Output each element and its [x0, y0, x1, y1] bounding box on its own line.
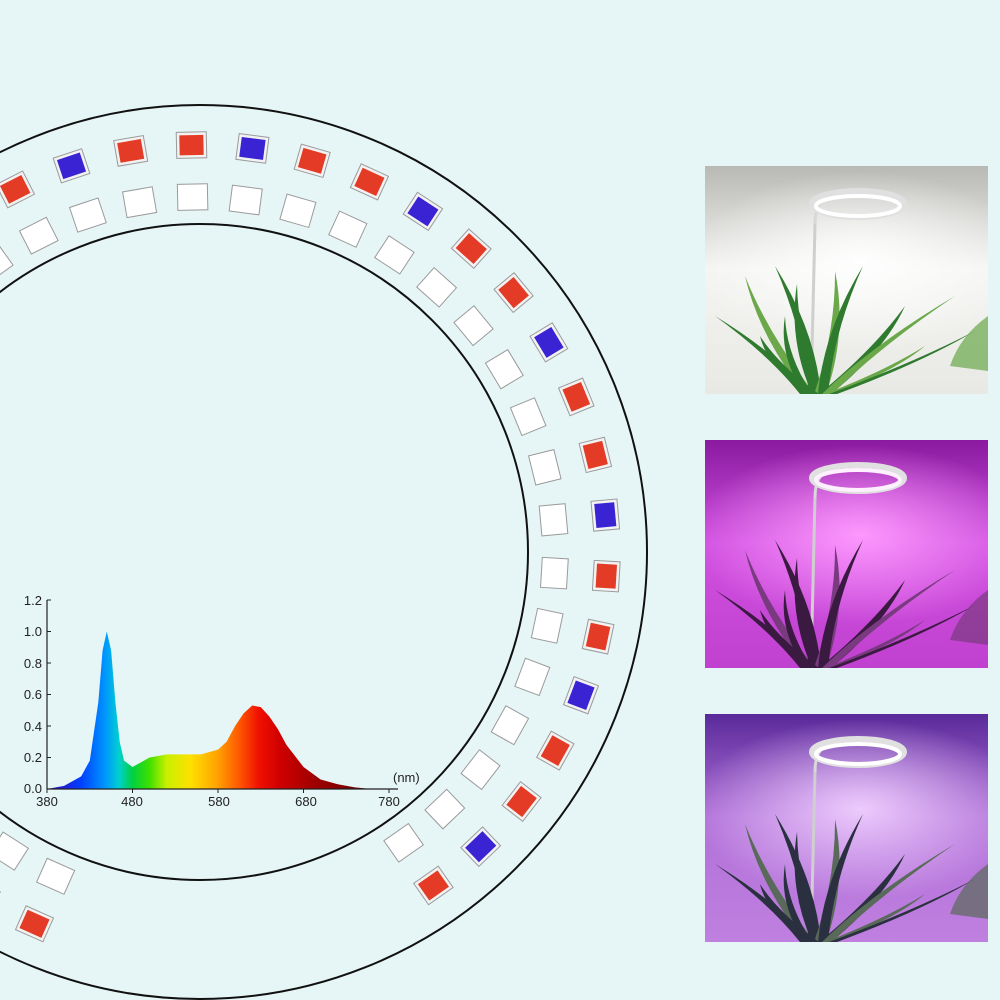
led-chip-red: [557, 377, 595, 417]
y-tick-label-1-2: 1.2: [24, 593, 42, 608]
x-tick-marks: [46, 789, 390, 793]
inner-led-row: [0, 183, 569, 895]
led-chip-red: [581, 618, 615, 655]
led-chip-white: [460, 749, 501, 791]
plant-leaf: [814, 271, 840, 394]
spectrum-curve: [47, 631, 389, 789]
led-chip-white: [68, 197, 107, 233]
y-tick-label-0-8: 0.8: [24, 656, 42, 671]
led-chip-white: [514, 657, 551, 697]
led-chip-white: [328, 210, 368, 248]
led-chip-red: [535, 730, 575, 771]
x-tick-label-680: 680: [295, 794, 317, 809]
y-tick-label-0-4: 0.4: [24, 719, 42, 734]
plant-leaf: [822, 844, 955, 942]
led-chip-white: [383, 822, 425, 863]
ring-inner-border: [0, 223, 529, 881]
led-chip-red: [0, 170, 36, 209]
plant-leaf: [818, 266, 863, 394]
plant-leaf: [818, 814, 863, 942]
led-chip-blue: [235, 133, 270, 164]
plant-leaf: [818, 540, 863, 668]
plant-leaf: [814, 545, 840, 668]
led-chip-red: [591, 559, 621, 593]
led-chip-red: [412, 865, 454, 906]
led-chip-white: [374, 235, 415, 275]
ring-outer-border: [0, 104, 648, 1000]
x-tick-label-780: 780: [378, 794, 400, 809]
led-chip-white: [122, 186, 158, 219]
plant-leaf: [814, 819, 840, 942]
light-halo: [705, 445, 988, 625]
plant-leaf: [794, 558, 822, 668]
led-chip-white: [416, 267, 458, 308]
photo-white-light: [705, 166, 988, 394]
plant-leaf: [783, 864, 812, 942]
led-chip-red: [578, 436, 613, 474]
led-chip-white: [453, 305, 494, 347]
led-chip-white: [490, 705, 530, 746]
plant-leaf: [783, 316, 812, 394]
y-tick-label-0-6: 0.6: [24, 687, 42, 702]
x-tick-label-580: 580: [208, 794, 230, 809]
led-chip-blue: [52, 148, 91, 184]
x-tick-label-480: 480: [121, 794, 143, 809]
led-chip-white: [279, 193, 317, 229]
led-chip-red: [293, 143, 331, 179]
led-chip-white: [228, 184, 263, 216]
x-tick-label-380: 380: [36, 794, 58, 809]
led-chip-white: [509, 397, 547, 437]
plant-leaf: [794, 832, 822, 942]
photo-full-spectrum-light: [705, 714, 988, 942]
led-chip-white: [176, 183, 209, 211]
led-chip-blue: [529, 322, 569, 363]
led-chip-blue: [460, 826, 502, 868]
led-chip-white: [0, 243, 14, 284]
light-halo: [705, 171, 988, 351]
led-chip-white: [527, 449, 562, 486]
led-chip-blue: [562, 675, 600, 715]
photo-red-blue-light: [705, 440, 988, 668]
y-tick-label-1-0: 1.0: [24, 624, 42, 639]
led-chip-blue: [402, 191, 444, 232]
led-ring-diagram: [0, 104, 648, 1000]
y-tick-label-0-0: 0.0: [24, 781, 42, 796]
y-tick-marks: [47, 599, 51, 790]
led-chip-white: [35, 857, 76, 895]
led-chip-red: [14, 905, 55, 943]
led-chip-red: [175, 131, 208, 159]
led-chip-white: [530, 607, 564, 644]
led-chip-red: [349, 163, 390, 201]
x-unit-label: (nm): [393, 770, 420, 785]
led-chip-white: [424, 788, 466, 830]
plant-leaf: [822, 296, 955, 394]
plant-leaf: [783, 590, 812, 668]
led-chip-red: [501, 780, 542, 823]
led-chip-blue: [590, 498, 621, 532]
led-chip-white: [540, 556, 569, 590]
led-chip-white: [538, 503, 569, 537]
y-tick-label-0-2: 0.2: [24, 750, 42, 765]
spectrum-chart: 1.2 1.0 0.8 0.6 0.4 0.2 0.0 380 480 580 …: [24, 593, 420, 809]
led-chip-white: [18, 216, 59, 255]
led-chip-white: [0, 831, 30, 871]
led-chip-red: [493, 272, 534, 314]
led-chip-red: [450, 228, 492, 269]
light-halo: [705, 719, 988, 899]
plant-leaf: [822, 570, 955, 668]
led-chip-red: [113, 134, 149, 167]
led-chip-white: [484, 348, 524, 390]
outer-led-row: [0, 131, 621, 943]
plant-leaf: [794, 284, 822, 394]
